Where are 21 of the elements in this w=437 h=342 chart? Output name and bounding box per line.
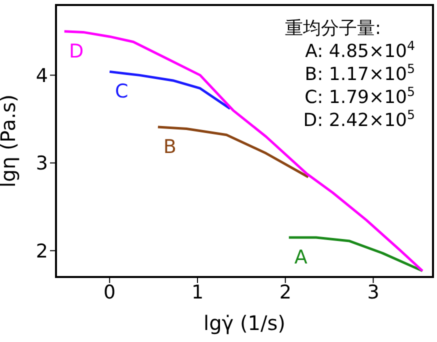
- line-series: [288, 236, 424, 272]
- x-tick-label: 1: [191, 281, 204, 304]
- annotation: D: 2.42×10$^{5}$: [303, 106, 415, 131]
- x-axis-title: lgγ̇ (1/s): [204, 311, 286, 335]
- series-label: C: [114, 80, 128, 103]
- annotation: A: 4.85×10$^{4}$: [305, 38, 415, 62]
- series-label: B: [163, 136, 176, 158]
- annotation: C: 1.79×10$^{5}$: [304, 84, 415, 108]
- series-label: A: [294, 246, 308, 269]
- x-tick-label: 3: [367, 281, 380, 304]
- line-series: [108, 70, 232, 110]
- y-axis-title: lgη (Pa.s): [0, 94, 20, 188]
- y-tick-label: 2: [36, 240, 48, 262]
- y-tick-label: 4: [36, 64, 48, 87]
- annotation: B: 1.17×10$^{5}$: [304, 60, 415, 85]
- x-tick-label: 2: [279, 281, 292, 304]
- annotation: 重均分子量:: [285, 18, 382, 39]
- series-label: D: [69, 40, 84, 62]
- x-tick-label: 0: [104, 281, 116, 304]
- line-series: [156, 126, 310, 178]
- y-tick-label: 3: [36, 152, 48, 175]
